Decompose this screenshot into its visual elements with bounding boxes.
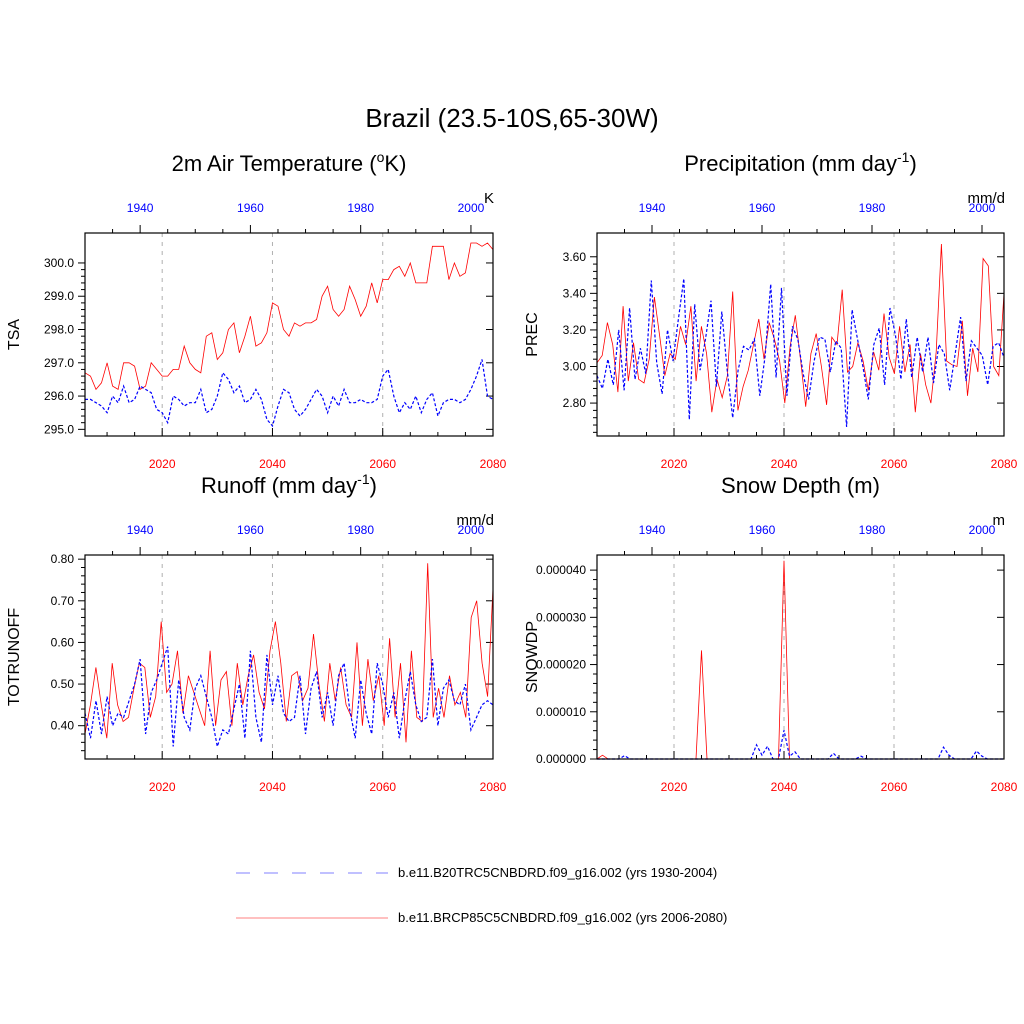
x-tick-label-historical: 1960	[237, 201, 264, 215]
x-tick-label-historical: 2000	[969, 201, 996, 215]
x-tick-label-future: 2080	[480, 457, 507, 471]
y-tick-label: 0.60	[51, 635, 75, 649]
x-tick-label-future: 2060	[881, 457, 908, 471]
page-title: Brazil (23.5-10S,65-30W)	[365, 103, 658, 133]
x-tick-label-historical: 1980	[347, 201, 374, 215]
series-future-line	[596, 560, 1004, 760]
y-tick-label: 0.40	[51, 719, 75, 733]
x-tick-label-historical: 1940	[639, 523, 666, 537]
series-future-line	[84, 242, 494, 391]
x-tick-label-historical: 1980	[347, 523, 374, 537]
plot-frame	[596, 554, 1005, 760]
y-axis-label: PREC	[524, 312, 541, 356]
panels: 2m Air Temperature (oK) K TSA 295.0 296.0 297…	[6, 149, 1018, 794]
x-tick-label-historical: 1980	[859, 523, 886, 537]
x-tick-label-future: 2020	[661, 457, 688, 471]
panel-title: Snow Depth (m)	[721, 473, 880, 498]
series-future-line	[596, 243, 1005, 413]
y-tick-label: 0.80	[51, 552, 75, 566]
series-historical-line	[597, 730, 1004, 760]
x-tick-label-historical: 1960	[749, 201, 776, 215]
chart-panel-3: Runoff (mm day-1) mm/d TOTRUNOFF 0.40 0.50 0.…	[6, 471, 507, 794]
series-historical-line	[85, 359, 494, 428]
y-axis-label: TSA	[6, 319, 23, 350]
y-tick-label: 0.70	[51, 594, 75, 608]
y-tick-label: 0.000040	[536, 563, 586, 577]
y-tick-label: 0.000030	[536, 610, 586, 624]
x-tick-label-future: 2040	[771, 457, 798, 471]
plot-frame	[84, 554, 494, 760]
y-tick-label: 297.0	[44, 356, 74, 370]
plot-frame	[84, 232, 494, 437]
x-tick-label-future: 2020	[661, 780, 688, 794]
y-tick-label: 3.20	[563, 323, 587, 337]
y-tick-label: 295.0	[44, 422, 74, 436]
x-tick-label-historical: 1960	[237, 523, 264, 537]
x-tick-label-future: 2020	[149, 780, 176, 794]
x-tick-label-future: 2060	[369, 457, 396, 471]
y-axis-label: TOTRUNOFF	[6, 608, 23, 707]
x-tick-label-historical: 1960	[749, 523, 776, 537]
legend-historical-label: b.e11.B20TRC5CNBDRD.f09_g16.002 (yrs 193…	[398, 865, 717, 880]
panel-title: Runoff (mm day-1)	[201, 471, 377, 498]
series-historical-line	[84, 646, 494, 749]
y-tick-label: 0.000010	[536, 705, 586, 719]
y-tick-label: 3.60	[563, 250, 587, 264]
y-tick-label: 296.0	[44, 389, 74, 403]
y-tick-label: 0.000020	[536, 658, 586, 672]
x-tick-label-future: 2080	[991, 457, 1018, 471]
x-tick-label-historical: 1940	[639, 201, 666, 215]
y-tick-label: 300.0	[44, 256, 74, 270]
x-tick-label-future: 2080	[480, 780, 507, 794]
x-tick-label-historical: 1980	[859, 201, 886, 215]
x-tick-label-future: 2040	[259, 780, 286, 794]
x-tick-label-historical: 1940	[127, 523, 154, 537]
x-tick-label-future: 2040	[771, 780, 798, 794]
x-tick-label-future: 2020	[149, 457, 176, 471]
chart-panel-2: Precipitation (mm day-1) mm/d PREC 2.80 3.00…	[524, 149, 1018, 471]
chart-panel-1: 2m Air Temperature (oK) K TSA 295.0 296.0 297…	[6, 149, 507, 471]
x-tick-label-future: 2040	[259, 457, 286, 471]
units-label: K	[484, 190, 494, 207]
legend-future-label: b.e11.BRCP85C5CNBDRD.f09_g16.002 (yrs 20…	[398, 910, 727, 925]
y-tick-label: 3.00	[563, 360, 587, 374]
x-tick-label-historical: 2000	[458, 201, 485, 215]
y-tick-label: 0.000000	[536, 752, 586, 766]
y-tick-label: 2.80	[563, 396, 587, 410]
y-tick-label: 299.0	[44, 289, 74, 303]
chart-panel-4: Snow Depth (m) m SNOWDP 0.000000 0.000010 0.0…	[524, 473, 1018, 794]
x-tick-label-historical: 2000	[969, 523, 996, 537]
y-tick-label: 3.40	[563, 286, 587, 300]
x-tick-label-future: 2060	[881, 780, 908, 794]
x-tick-label-future: 2080	[991, 780, 1018, 794]
x-tick-label-historical: 2000	[458, 523, 485, 537]
legend: b.e11.B20TRC5CNBDRD.f09_g16.002 (yrs 193…	[236, 865, 727, 925]
y-tick-label: 0.50	[51, 677, 75, 691]
series-historical-line	[596, 278, 1005, 427]
plot-frame	[596, 232, 1005, 437]
y-tick-label: 298.0	[44, 323, 74, 337]
x-tick-label-historical: 1940	[127, 201, 154, 215]
units-label: m	[993, 512, 1006, 529]
units-label: mm/d	[457, 512, 495, 529]
x-tick-label-future: 2060	[369, 780, 396, 794]
units-label: mm/d	[968, 190, 1006, 207]
series-future-line	[84, 563, 494, 743]
panel-title: 2m Air Temperature (oK)	[172, 149, 407, 176]
panel-title: Precipitation (mm day-1)	[684, 149, 917, 176]
y-axis-label: SNOWDP	[524, 621, 541, 693]
